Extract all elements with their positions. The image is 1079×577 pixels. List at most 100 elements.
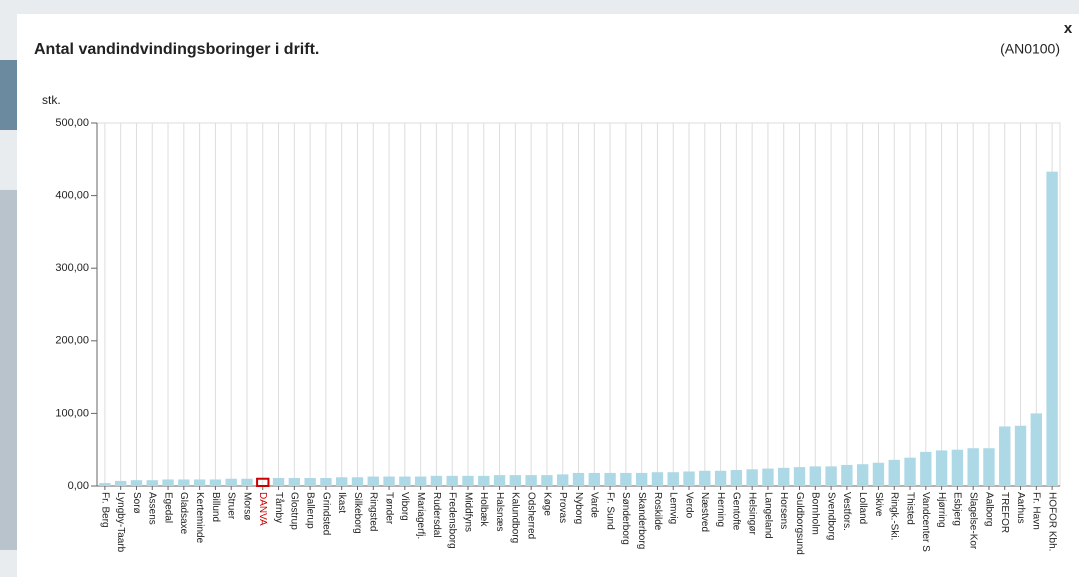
y-tick-label: 200,00 — [55, 335, 89, 347]
bar — [241, 478, 253, 486]
bar — [667, 472, 679, 486]
bar — [935, 450, 948, 486]
x-tick-label: Nyborg — [573, 492, 584, 524]
x-tick-label: Helsingør — [747, 492, 758, 535]
bar — [841, 464, 853, 486]
x-tick-label: Tårnby — [273, 492, 285, 523]
x-tick-label: Mariagerfj. — [415, 492, 426, 539]
x-tick-label: Ikast — [336, 492, 347, 513]
x-tick-label: Vandcenter S — [920, 492, 931, 552]
x-tick-label: Viborg — [399, 492, 410, 521]
x-tick-label: TREFOR — [999, 492, 1010, 533]
x-tick-label: Vestfors. — [841, 492, 852, 531]
y-tick-label: 100,00 — [55, 407, 89, 419]
bar — [920, 451, 932, 486]
y-tick-label: 500,00 — [55, 117, 89, 129]
x-tick-label: Odsherred — [525, 492, 536, 539]
bar — [967, 448, 979, 486]
x-tick-label: Sønderborg — [620, 492, 631, 545]
bar — [714, 470, 727, 486]
bar — [1030, 413, 1043, 486]
x-tick-label: Silkeborg — [352, 492, 363, 534]
x-tick-label: Lolland — [857, 492, 868, 524]
x-tick-label: Tønder — [383, 492, 394, 525]
bar — [557, 474, 569, 486]
bar — [730, 470, 743, 486]
bar — [320, 478, 332, 486]
bar — [446, 475, 458, 486]
x-tick-label: Struer — [226, 492, 237, 520]
bar — [256, 477, 270, 487]
x-tick-label: Svendborg — [825, 492, 836, 540]
bar — [178, 479, 190, 486]
x-tick-label: Slagelse-Kor — [968, 492, 979, 550]
bar — [872, 462, 885, 486]
x-tick-label: Horsens — [778, 492, 789, 529]
x-tick-label: Fr. Berg — [99, 492, 110, 528]
bar — [414, 476, 427, 486]
x-tick-label: Skive — [873, 492, 884, 517]
x-tick-label: Glostrup — [289, 492, 300, 530]
x-tick-label: Provas — [557, 492, 568, 523]
bar — [620, 472, 632, 486]
x-tick-label: Ballerup — [304, 492, 315, 529]
chart-code: (AN0100) — [1000, 41, 1060, 57]
y-axis-label: stk. — [42, 93, 61, 107]
x-tick-label: Lyngby-Taarb — [115, 492, 126, 553]
bar — [209, 479, 222, 486]
x-tick-label: Fr. Sund — [604, 492, 615, 530]
chart-title: Antal vandindvindingsboringer i drift. — [34, 41, 319, 58]
bar — [683, 471, 695, 486]
x-tick-label: Thisted — [904, 492, 915, 525]
close-button[interactable]: x — [1064, 20, 1073, 37]
bar — [99, 483, 111, 486]
x-tick-label: Lemvig — [668, 492, 679, 524]
bar — [999, 426, 1011, 486]
bar — [304, 478, 316, 486]
x-tick-label: Næstved — [699, 492, 710, 532]
bar — [351, 477, 364, 486]
x-tick-label: Bornholm — [810, 492, 821, 535]
bar — [478, 475, 490, 486]
x-tick-label: Rudersdal — [431, 492, 442, 538]
bar — [809, 466, 821, 486]
x-tick-label: Guldborgsund — [794, 492, 805, 555]
x-tick-label: Aalborg — [983, 492, 994, 526]
x-tick-label: HOFOR Kbh. — [1046, 492, 1057, 551]
x-tick-label: Esbjerg — [952, 492, 963, 526]
x-tick-label: Grindsted — [320, 492, 331, 535]
bar — [778, 467, 790, 486]
x-tick-label: Gentofte — [731, 492, 742, 531]
x-tick-label: Ringk.-Ski. — [889, 492, 900, 540]
x-tick-label: Ringsted — [368, 492, 379, 531]
bar — [430, 475, 443, 486]
x-tick-label: Verdo — [683, 492, 694, 519]
y-tick-label: 300,00 — [55, 262, 89, 274]
y-tick-label: 400,00 — [55, 190, 89, 202]
bar — [114, 480, 127, 486]
bar — [399, 476, 411, 486]
x-tick-label: Sorø — [131, 492, 142, 514]
bar — [588, 472, 600, 486]
bar — [336, 477, 348, 486]
bar — [1046, 171, 1058, 486]
bar — [604, 472, 616, 486]
x-tick-label: Egedal — [162, 492, 173, 523]
bar — [888, 459, 900, 486]
bar — [572, 472, 585, 486]
bar — [904, 457, 916, 486]
x-tick-label: Langeland — [762, 492, 773, 539]
x-tick-label: Assens — [147, 492, 158, 525]
x-tick-label: Hjørring — [936, 492, 947, 528]
bar — [762, 468, 774, 486]
x-tick-label: Aarhus — [1015, 492, 1026, 524]
bar — [272, 478, 285, 486]
bar — [130, 480, 143, 486]
bar — [793, 467, 806, 486]
bar — [225, 478, 237, 486]
x-tick-label: Kalundborg — [510, 492, 521, 543]
x-tick-label: Herning — [715, 492, 726, 527]
x-tick-label: Morsø — [241, 492, 252, 520]
